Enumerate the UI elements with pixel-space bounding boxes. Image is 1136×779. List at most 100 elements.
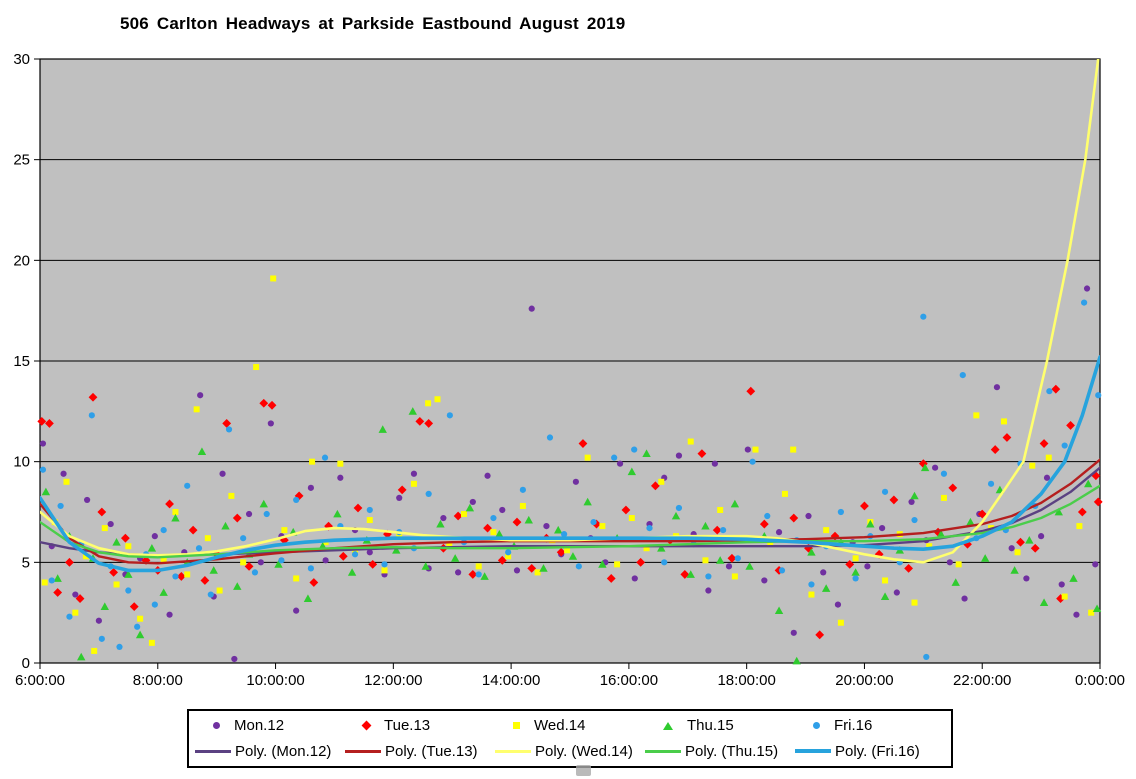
data-point [881, 488, 889, 495]
data-point [734, 555, 741, 562]
data-point [1039, 439, 1049, 448]
data-point [124, 570, 133, 578]
trend-line-Poly.Fri.16 [40, 355, 1100, 573]
data-point [961, 595, 968, 602]
data-point [764, 512, 771, 520]
data-point [197, 392, 204, 399]
data-point [63, 478, 70, 485]
data-point [159, 588, 168, 596]
data-point [84, 496, 91, 504]
data-point [598, 560, 607, 568]
data-point [97, 507, 107, 517]
data-point [572, 478, 579, 485]
data-point [614, 561, 621, 568]
data-point [134, 623, 141, 630]
data-point [495, 529, 504, 538]
legend-item-Poly.Fri.16: Poly. (Fri.16) [795, 743, 945, 760]
data-point [274, 560, 283, 568]
data-point [882, 577, 889, 584]
data-point [675, 452, 683, 459]
data-point [166, 611, 173, 618]
data-point [636, 557, 646, 567]
data-point [918, 459, 928, 469]
data-point [125, 587, 132, 594]
data-point [225, 426, 233, 433]
data-point [381, 567, 388, 574]
data-point [259, 499, 268, 508]
data-point [505, 553, 512, 560]
data-point [425, 490, 432, 497]
y-tick-label: 15 [13, 353, 30, 370]
data-point [821, 584, 831, 592]
data-point [837, 619, 844, 626]
legend-label: Wed.14 [534, 717, 586, 735]
data-point [48, 577, 55, 584]
data-point [465, 503, 475, 512]
data-point [347, 568, 357, 576]
data-point [116, 643, 123, 650]
data-point [91, 647, 98, 654]
data-point [959, 371, 966, 379]
data-point [397, 485, 407, 495]
data-point [920, 313, 927, 320]
data-point [606, 574, 616, 583]
x-tick-label: 16:00:00 [600, 672, 658, 689]
data-point [240, 559, 247, 566]
data-point [338, 551, 348, 561]
data-point [904, 563, 914, 573]
data-point [396, 494, 403, 502]
data-point [95, 617, 102, 624]
y-tick-label: 5 [22, 554, 30, 571]
data-point [880, 592, 890, 600]
data-point [746, 386, 756, 396]
data-point [137, 615, 144, 622]
data-point [980, 554, 990, 562]
legend-label: Thu.15 [687, 717, 734, 735]
legend-label: Poly. (Wed.14) [535, 742, 633, 760]
circle-marker-icon [813, 722, 820, 730]
data-point [790, 446, 797, 453]
data-point [209, 566, 218, 574]
data-point [307, 484, 314, 491]
data-point [1093, 497, 1103, 507]
legend-label: Mon.12 [234, 717, 285, 735]
data-point [642, 449, 651, 458]
data-point [267, 420, 274, 427]
data-point [1025, 535, 1034, 544]
data-point [513, 567, 521, 574]
y-tick-label: 25 [13, 152, 30, 169]
data-point [646, 525, 653, 532]
data-point [107, 520, 114, 528]
data-point [469, 498, 476, 506]
data-point [195, 545, 203, 552]
data-point [631, 575, 638, 582]
data-point [366, 549, 373, 556]
data-point [866, 519, 875, 528]
data-point [410, 480, 417, 487]
data-point [940, 470, 948, 477]
x-tick-label: 20:00:00 [835, 672, 893, 689]
data-point [436, 519, 445, 528]
data-point [752, 446, 759, 453]
data-point [251, 569, 259, 576]
data-point [39, 466, 47, 473]
data-point [1073, 611, 1080, 618]
data-point [129, 602, 139, 612]
x-tick-label: 22:00:00 [953, 672, 1011, 689]
data-point [222, 419, 232, 428]
data-point [554, 525, 563, 534]
data-point [851, 568, 860, 576]
data-point [590, 518, 597, 526]
data-point [808, 591, 815, 598]
data-point [990, 445, 1000, 454]
data-point [232, 513, 242, 523]
data-point [946, 559, 953, 566]
data-point [219, 470, 226, 477]
data-point [781, 490, 788, 497]
data-point [820, 569, 827, 576]
data-point [1076, 523, 1083, 530]
data-point [774, 606, 784, 615]
triangle-marker-icon [663, 721, 673, 730]
